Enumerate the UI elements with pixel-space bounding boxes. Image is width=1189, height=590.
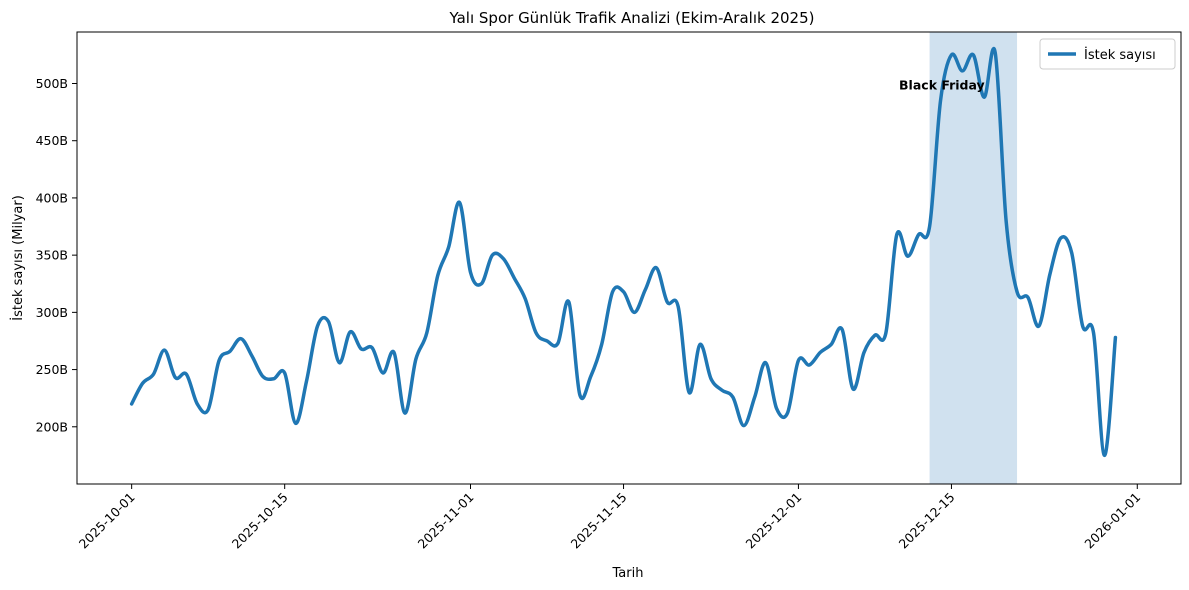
highlight-band xyxy=(929,32,1018,484)
y-axis: 200B 250B 300B 350B 400B 450B 500B xyxy=(36,76,77,434)
y-tick-label: 450B xyxy=(36,133,68,148)
y-tick-label: 350B xyxy=(36,248,68,263)
y-tick-label: 400B xyxy=(36,190,68,205)
y-tick-label: 200B xyxy=(36,419,68,434)
y-axis-label: İstek sayısı (Milyar) xyxy=(10,195,26,321)
x-axis-label: Tarih xyxy=(612,566,644,581)
annotation-label: Black Friday xyxy=(899,77,985,92)
y-tick-label: 300B xyxy=(36,305,68,320)
legend-box xyxy=(1039,38,1176,70)
y-tick-label: 250B xyxy=(36,362,68,377)
plot-frame xyxy=(76,31,1182,485)
legend: İstek sayısı xyxy=(1039,38,1176,70)
legend-label: İstek sayısı xyxy=(1084,47,1156,63)
chart-title: Yalı Spor Günlük Trafik Analizi (Ekim-Ar… xyxy=(449,9,815,27)
series-line xyxy=(129,47,1118,458)
y-tick-label: 500B xyxy=(36,76,68,91)
